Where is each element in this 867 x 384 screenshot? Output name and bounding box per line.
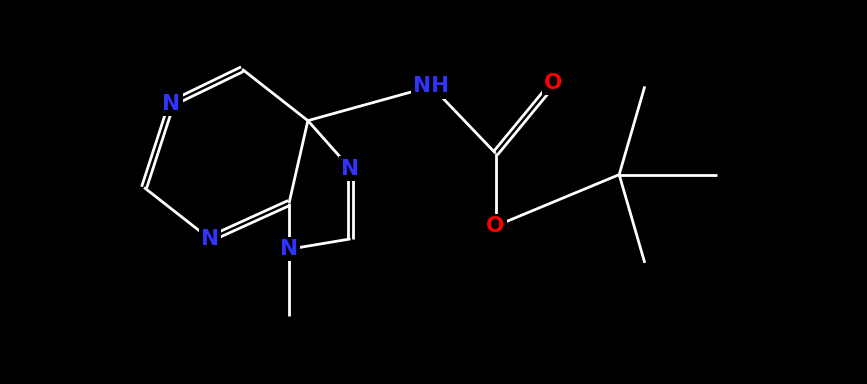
Text: N: N <box>162 93 180 114</box>
Text: N: N <box>201 229 218 249</box>
Text: O: O <box>486 216 505 236</box>
Text: NH: NH <box>414 76 450 96</box>
Text: N: N <box>342 159 360 179</box>
Text: O: O <box>544 73 563 93</box>
Text: N: N <box>280 239 298 259</box>
